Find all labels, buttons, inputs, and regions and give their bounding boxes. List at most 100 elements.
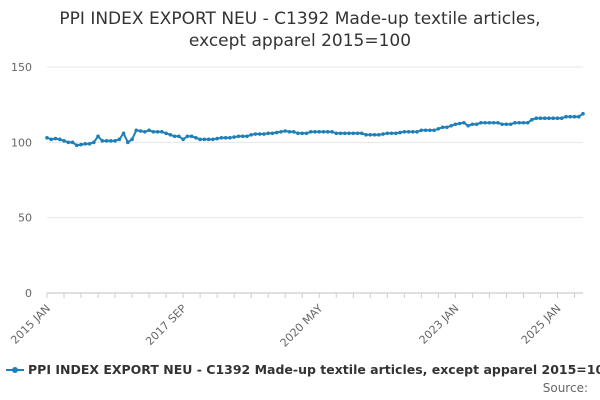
data-point: [359, 131, 364, 136]
data-point: [206, 137, 211, 142]
data-point: [428, 128, 432, 133]
data-point: [304, 131, 309, 136]
data-point: [100, 139, 105, 143]
data-point: [279, 129, 283, 134]
legend-label: PPI INDEX EXPORT NEU - C1392 Made-up tex…: [28, 362, 600, 377]
data-point: [525, 120, 530, 125]
data-point: [551, 116, 556, 121]
chart-title-line-2: except apparel 2015=100: [188, 31, 412, 51]
data-point: [513, 120, 517, 125]
data-point: [364, 133, 368, 137]
data-point: [232, 135, 236, 139]
data-point: [53, 136, 58, 141]
data-point: [83, 142, 88, 146]
data-point: [385, 131, 390, 136]
data-point: [155, 129, 160, 134]
data-point: [398, 130, 402, 135]
chart-legend[interactable]: PPI INDEX EXPORT NEU - C1392 Made-up tex…: [6, 362, 600, 377]
data-point: [181, 137, 185, 142]
data-point: [487, 120, 492, 125]
x-tick-label: 2020 MAY: [278, 302, 326, 350]
data-point: [249, 133, 253, 137]
data-point: [287, 129, 292, 134]
data-point: [372, 133, 377, 137]
x-tick-label: 2017 SEP: [143, 302, 189, 348]
data-point: [394, 131, 398, 136]
data-point: [491, 120, 496, 125]
x-tick-label: 2015 JAN: [8, 302, 53, 347]
data-point: [496, 120, 500, 125]
data-point: [130, 137, 134, 142]
data-point: [49, 137, 54, 142]
data-point: [274, 130, 279, 135]
data-point: [351, 131, 356, 136]
data-point: [185, 134, 190, 139]
chart-title-line-1: PPI INDEX EXPORT NEU - C1392 Made-up tex…: [59, 9, 541, 29]
data-point: [479, 120, 483, 125]
data-point: [521, 120, 526, 125]
data-point: [368, 133, 373, 137]
data-point: [134, 128, 139, 133]
data-point: [581, 111, 585, 116]
data-point: [300, 131, 305, 136]
data-point: [402, 129, 407, 134]
data-point: [74, 143, 79, 148]
data-point: [283, 129, 288, 133]
data-point: [172, 134, 177, 139]
y-tick-label-100: 100: [11, 136, 32, 149]
data-point: [66, 140, 71, 145]
data-point: [236, 134, 241, 139]
data-point: [57, 137, 62, 142]
data-point: [321, 129, 326, 134]
y-tick-label-50: 50: [18, 212, 32, 225]
data-point: [270, 131, 275, 136]
data-point: [436, 126, 441, 131]
data-point: [381, 132, 385, 136]
data-point: [151, 129, 156, 134]
data-point: [576, 114, 581, 119]
data-point: [517, 120, 521, 125]
data-point: [143, 129, 147, 134]
data-point: [500, 122, 504, 127]
data-point: [177, 134, 181, 139]
data-point: [104, 139, 109, 143]
data-point: [198, 137, 202, 142]
data-point: [91, 140, 96, 145]
data-point: [228, 136, 232, 140]
data-point: [559, 116, 564, 121]
data-point: [377, 133, 381, 137]
data-point: [223, 136, 228, 140]
data-point: [296, 131, 300, 136]
data-point: [542, 116, 547, 121]
data-point: [262, 132, 266, 136]
data-point: [504, 122, 509, 127]
data-point: [126, 140, 130, 145]
data-point: [194, 136, 198, 140]
data-point: [470, 122, 475, 127]
data-point: [113, 139, 117, 143]
data-point: [411, 129, 415, 134]
chart-title: PPI INDEX EXPORT NEU - C1392 Made-up tex…: [0, 8, 600, 52]
data-point: [440, 125, 445, 130]
data-point: [355, 131, 360, 136]
x-tick-label: 2023 JAN: [417, 302, 462, 347]
y-tick-label-0: 0: [25, 287, 32, 300]
data-point: [466, 123, 470, 128]
data-point: [423, 128, 428, 133]
data-point: [564, 114, 568, 119]
data-point: [168, 133, 173, 137]
x-tick-label: 2025 JAN: [519, 302, 564, 347]
data-point: [572, 114, 577, 119]
data-point: [555, 116, 560, 121]
data-point: [449, 123, 453, 128]
data-point: [211, 137, 215, 142]
data-point: [164, 131, 168, 136]
data-point: [432, 128, 436, 133]
data-point: [291, 129, 296, 134]
data-point: [474, 122, 479, 127]
data-point: [189, 134, 194, 139]
data-point: [70, 140, 75, 145]
data-point: [483, 120, 487, 125]
data-point: [308, 129, 313, 134]
